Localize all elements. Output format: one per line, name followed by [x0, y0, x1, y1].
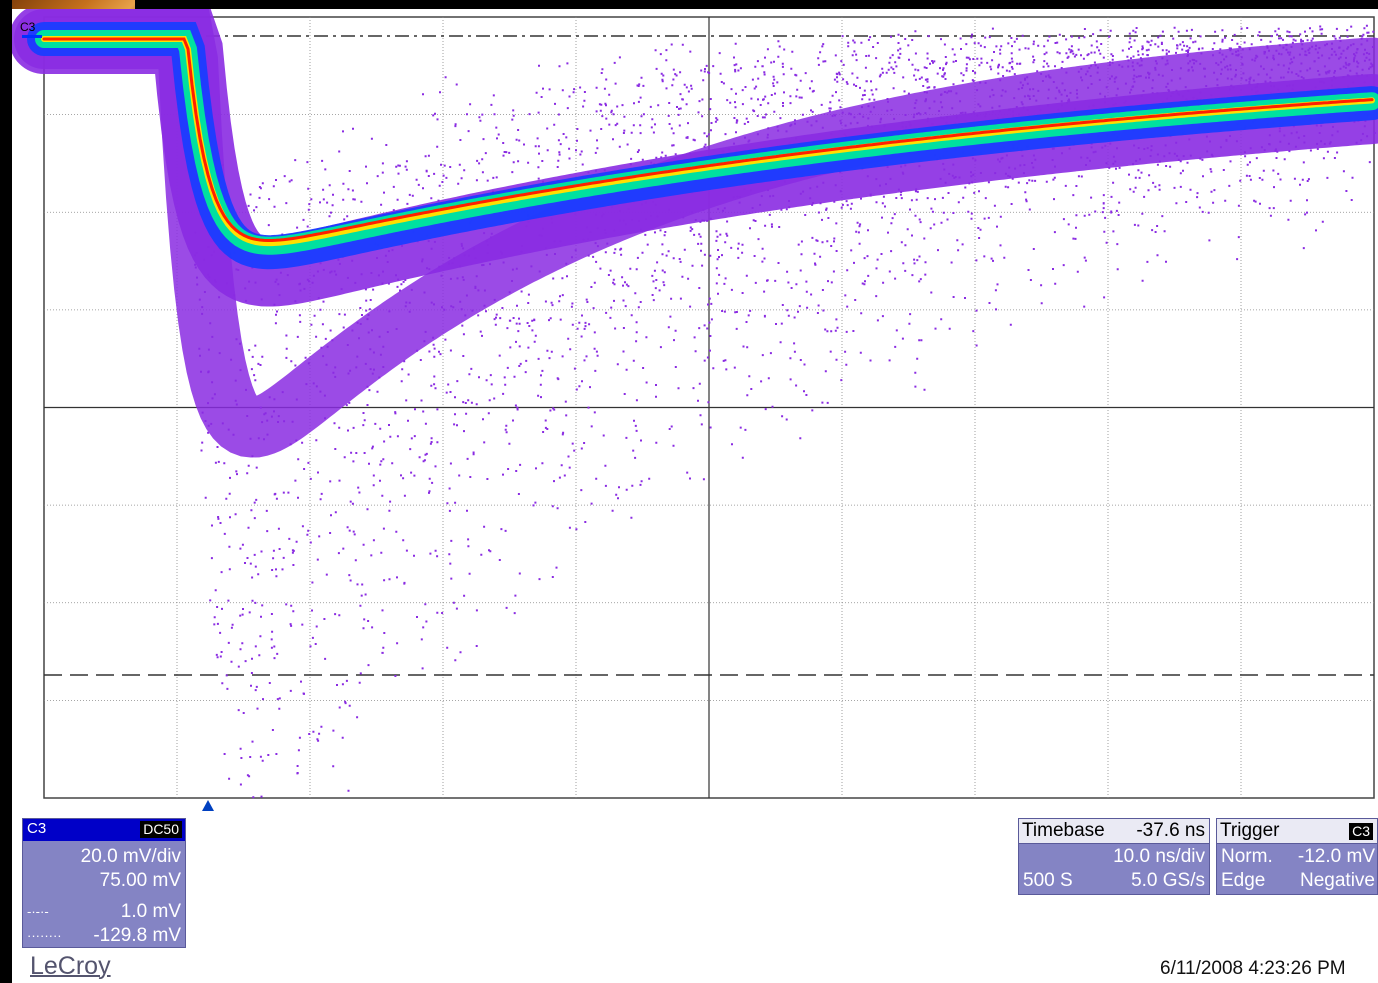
sample-count: 500 S: [1023, 870, 1073, 891]
cursor1-value: 1.0 mV: [120, 901, 181, 922]
trigger-mode: Norm.: [1221, 846, 1273, 867]
trace-band-peak: [42, 37, 1374, 242]
sample-rate: 5.0 GS/s: [1131, 870, 1205, 891]
cursor1-symbol: -·-·-: [27, 904, 49, 919]
channel-name: C3: [27, 820, 47, 837]
timebase-delay: -37.6 ns: [1136, 820, 1205, 841]
capture-datetime: 6/11/2008 4:23:26 PM: [1160, 958, 1346, 979]
channel-descriptor-header: C3 DC50: [23, 819, 185, 841]
trigger-position-marker[interactable]: [202, 800, 214, 811]
channel-marker-line: [22, 35, 42, 38]
trigger-slope: Negative: [1300, 870, 1375, 891]
coupling-badge: DC50: [140, 821, 182, 838]
window-left-border: [0, 0, 12, 983]
timebase-scale: 10.0 ns/div: [1113, 846, 1205, 867]
vertical-scale: 20.0 mV/div: [80, 846, 181, 867]
brand-logo: LeCroy: [30, 952, 111, 980]
trigger-panel[interactable]: Trigger C3 Norm. -12.0 mV Edge Negative: [1216, 818, 1378, 895]
oscilloscope-screen[interactable]: [12, 9, 1378, 799]
vertical-offset: 75.00 mV: [99, 870, 181, 891]
trigger-header: Trigger C3: [1217, 819, 1377, 844]
waveform-display[interactable]: [12, 9, 1378, 799]
trigger-type: Edge: [1221, 870, 1266, 891]
channel-marker-label[interactable]: C3: [20, 20, 36, 34]
timebase-title: Timebase: [1022, 820, 1105, 841]
trigger-source-badge: C3: [1349, 823, 1373, 840]
timebase-panel[interactable]: Timebase -37.6 ns 10.0 ns/div 500 S 5.0 …: [1018, 818, 1210, 895]
trigger-level: -12.0 mV: [1297, 846, 1375, 867]
cursor2-symbol: ········: [27, 928, 62, 943]
window-top-border: [0, 0, 1378, 9]
timebase-header: Timebase -37.6 ns: [1019, 819, 1209, 844]
cursor2-value: -129.8 mV: [93, 925, 181, 946]
channel-descriptor-panel[interactable]: C3 DC50 20.0 mV/div 75.00 mV -·-·- 1.0 m…: [22, 818, 186, 948]
trigger-title: Trigger: [1220, 820, 1280, 841]
